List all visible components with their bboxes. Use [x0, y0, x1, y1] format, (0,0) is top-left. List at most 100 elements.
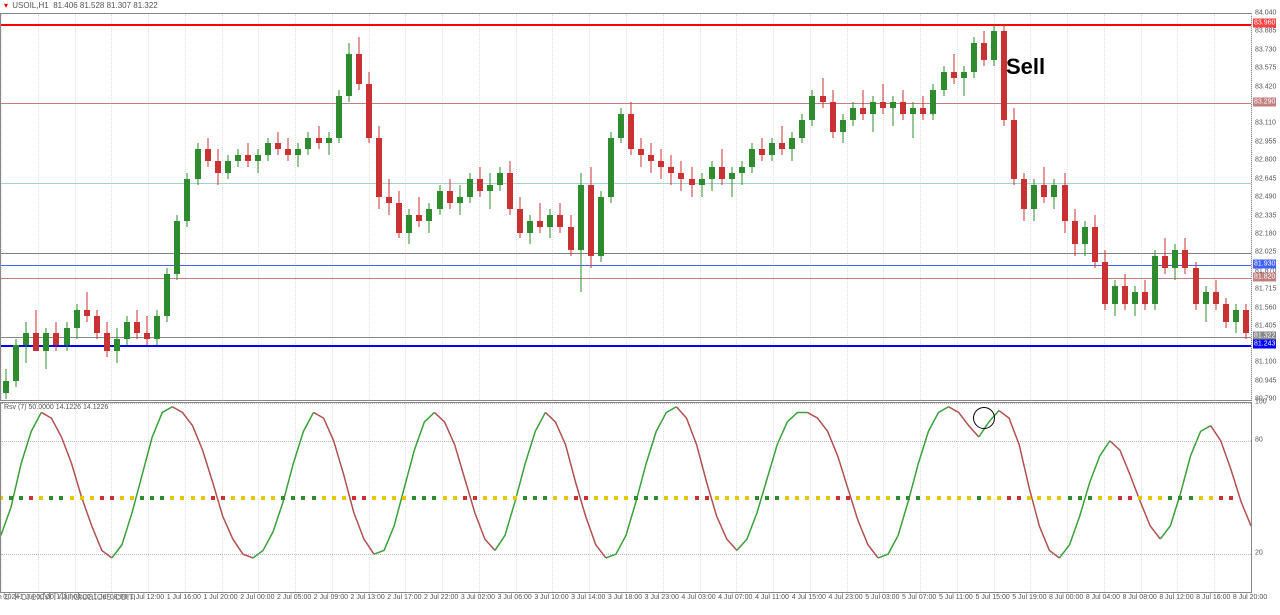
candle [23, 322, 29, 364]
signal-dot [100, 496, 104, 500]
signal-dot [1098, 496, 1102, 500]
price-y-axis: 80.79080.94581.10081.25581.40581.56081.7… [1252, 13, 1280, 401]
y-level-tag: 81.243 [1253, 340, 1276, 349]
signal-dot [977, 496, 981, 500]
candle [1152, 250, 1158, 309]
candle [43, 328, 49, 370]
indicator-y-tick: 20 [1255, 550, 1263, 557]
candle [1193, 262, 1199, 310]
candle [941, 66, 947, 96]
signal-dot [695, 496, 699, 500]
signal-dot [372, 496, 376, 500]
candle [759, 138, 765, 162]
signal-dot [775, 496, 779, 500]
signal-dot [715, 496, 719, 500]
signal-dot [140, 496, 144, 500]
signal-dot [443, 496, 447, 500]
candle [386, 179, 392, 215]
signal-dot [1047, 496, 1051, 500]
signal-dot [251, 496, 255, 500]
candle [164, 268, 170, 321]
candle [205, 138, 211, 168]
h-level-line [1, 103, 1251, 104]
candle [981, 31, 987, 67]
candle [1031, 179, 1037, 221]
candle [779, 126, 785, 156]
signal-dot [876, 496, 880, 500]
candle [1162, 238, 1168, 274]
candle [618, 108, 624, 144]
signal-dot [1178, 496, 1182, 500]
signal-dot [1229, 496, 1233, 500]
x-tick-label: 4 Jul 07:00 [718, 594, 752, 601]
candle [13, 339, 19, 387]
candle [64, 322, 70, 352]
candle [971, 37, 977, 79]
signal-dot [312, 496, 316, 500]
signal-dot [664, 496, 668, 500]
x-tick-label: 5 Jul 11:00 [939, 594, 973, 601]
signal-dot [1088, 496, 1092, 500]
x-tick-label: 2 Jul 22:00 [424, 594, 458, 601]
signal-dot [594, 496, 598, 500]
candle [547, 209, 553, 239]
signal-dot [937, 496, 941, 500]
y-level-tag: 83.960 [1253, 18, 1276, 27]
candle [477, 167, 483, 197]
signal-dot [120, 496, 124, 500]
h-level-line [1, 278, 1251, 279]
x-tick-label: 5 Jul 19:00 [1012, 594, 1046, 601]
price-chart-pane[interactable]: Sell [0, 13, 1252, 401]
candle [648, 143, 654, 173]
signal-dot [281, 496, 285, 500]
indicator-y-tick: 80 [1255, 436, 1263, 443]
signal-dot [130, 496, 134, 500]
x-tick-label: 8 Jul 08:00 [1123, 594, 1157, 601]
x-tick-label: 8 Jul 00:00 [1049, 594, 1083, 601]
candle [124, 316, 130, 346]
signal-dot [1189, 496, 1193, 500]
candle [1213, 280, 1219, 310]
y-tick-label: 82.800 [1255, 157, 1276, 164]
signal-dot [1138, 496, 1142, 500]
signal-dot [735, 496, 739, 500]
x-tick-label: 2 Jul 13:00 [351, 594, 385, 601]
y-tick-label: 83.730 [1255, 46, 1276, 53]
candle [799, 114, 805, 144]
x-tick-label: 3 Jul 06:00 [498, 594, 532, 601]
candle [699, 173, 705, 197]
candle [850, 102, 856, 126]
candle [1243, 304, 1249, 340]
signal-dot [392, 496, 396, 500]
y-tick-label: 82.955 [1255, 138, 1276, 145]
candle [467, 173, 473, 203]
x-tick-label: 3 Jul 02:00 [461, 594, 495, 601]
h-level-line [1, 253, 1251, 254]
candle [1082, 221, 1088, 257]
candle [608, 132, 614, 203]
signal-dot [70, 496, 74, 500]
candle [870, 96, 876, 132]
signal-dot [412, 496, 416, 500]
indicator-pane[interactable]: Rsv (7) 50.0000 14.1226 14.1226 [0, 402, 1252, 593]
signal-dot [1219, 496, 1223, 500]
indicator-y-tick: 100 [1255, 399, 1267, 406]
candle [356, 37, 362, 90]
candle [74, 304, 80, 340]
h-level-line [1, 345, 1251, 347]
candle [104, 322, 110, 358]
candle [346, 43, 352, 102]
candle [638, 138, 644, 168]
signal-dot [1027, 496, 1031, 500]
signal-dot [795, 496, 799, 500]
signal-dot [684, 496, 688, 500]
candle [1041, 167, 1047, 203]
signal-dot [997, 496, 1001, 500]
signal-dot [322, 496, 326, 500]
candle [568, 215, 574, 257]
signal-dot [503, 496, 507, 500]
candle [457, 185, 463, 215]
signal-dot [90, 496, 94, 500]
x-tick-label: 3 Jul 10:00 [534, 594, 568, 601]
candle [336, 90, 342, 143]
